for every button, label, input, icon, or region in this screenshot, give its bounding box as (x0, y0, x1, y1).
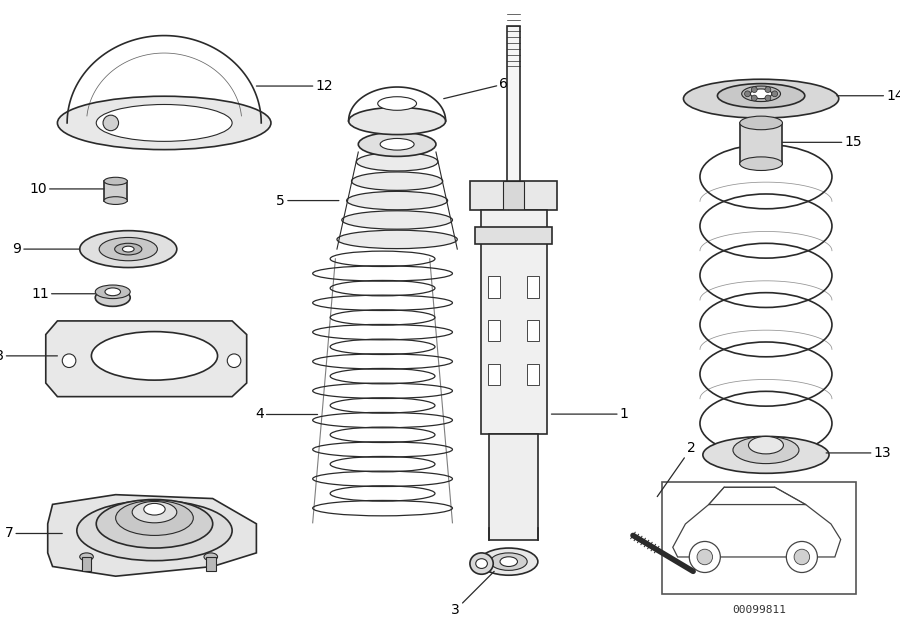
Bar (527, 364, 539, 385)
Ellipse shape (480, 548, 538, 575)
Ellipse shape (342, 211, 453, 229)
Ellipse shape (348, 108, 446, 134)
Ellipse shape (476, 559, 488, 568)
Circle shape (228, 354, 241, 368)
Ellipse shape (144, 503, 166, 515)
Circle shape (752, 95, 757, 101)
Circle shape (794, 549, 810, 565)
Text: 12: 12 (256, 79, 333, 93)
Bar (206, 557, 216, 571)
Text: 3: 3 (451, 571, 494, 617)
Text: 11: 11 (32, 287, 95, 301)
Ellipse shape (104, 177, 127, 185)
Bar (489, 320, 500, 341)
Ellipse shape (683, 79, 839, 118)
Ellipse shape (380, 138, 414, 150)
Circle shape (689, 541, 720, 573)
Ellipse shape (96, 104, 232, 141)
Ellipse shape (95, 289, 130, 306)
Text: 00099811: 00099811 (733, 605, 787, 615)
Bar (470, 181, 557, 210)
Ellipse shape (80, 553, 94, 561)
Polygon shape (48, 495, 256, 576)
Text: 5: 5 (276, 194, 339, 208)
Ellipse shape (76, 501, 232, 561)
Circle shape (765, 95, 770, 101)
Bar (490, 434, 538, 540)
Text: 8: 8 (0, 349, 58, 363)
Ellipse shape (122, 246, 134, 252)
Ellipse shape (80, 231, 176, 268)
Text: 7: 7 (4, 527, 62, 540)
Bar (489, 276, 500, 297)
Ellipse shape (96, 499, 212, 548)
Ellipse shape (751, 89, 772, 99)
Bar (503, 181, 525, 210)
Ellipse shape (683, 564, 703, 578)
Text: 10: 10 (29, 182, 104, 196)
Ellipse shape (358, 132, 436, 157)
Ellipse shape (500, 557, 518, 566)
Text: 13: 13 (826, 446, 891, 460)
Bar (740, 123, 782, 164)
Ellipse shape (470, 553, 493, 574)
Bar (527, 320, 539, 341)
Bar (507, 26, 520, 210)
Text: 1: 1 (552, 407, 629, 421)
Circle shape (787, 541, 817, 573)
Ellipse shape (104, 197, 127, 204)
Text: 6: 6 (444, 77, 508, 99)
Ellipse shape (352, 172, 443, 190)
Bar (82, 557, 92, 571)
Ellipse shape (717, 83, 805, 108)
Text: 15: 15 (782, 135, 862, 149)
Bar (481, 210, 546, 434)
Ellipse shape (116, 501, 194, 536)
Ellipse shape (114, 243, 142, 255)
Text: 2: 2 (657, 441, 696, 497)
Circle shape (765, 87, 770, 92)
Ellipse shape (337, 230, 457, 248)
Ellipse shape (99, 238, 158, 261)
Ellipse shape (132, 501, 176, 523)
Ellipse shape (733, 436, 799, 464)
Ellipse shape (105, 288, 121, 296)
Text: 14: 14 (837, 89, 900, 103)
Circle shape (772, 91, 778, 97)
Ellipse shape (346, 191, 447, 210)
Polygon shape (46, 321, 247, 397)
Bar (527, 276, 539, 297)
Text: 4: 4 (255, 408, 318, 422)
Ellipse shape (356, 152, 438, 171)
Ellipse shape (491, 553, 527, 570)
Circle shape (752, 87, 757, 92)
Ellipse shape (95, 285, 130, 299)
Circle shape (62, 354, 76, 368)
Ellipse shape (92, 332, 218, 380)
Ellipse shape (749, 436, 783, 454)
Polygon shape (708, 487, 806, 505)
Circle shape (697, 549, 713, 565)
Bar (475, 227, 553, 244)
Ellipse shape (740, 157, 782, 171)
Ellipse shape (378, 97, 417, 110)
Ellipse shape (204, 553, 218, 561)
Ellipse shape (742, 86, 780, 101)
Bar (662, 482, 856, 594)
Circle shape (744, 91, 751, 97)
Ellipse shape (58, 96, 271, 150)
Bar (104, 181, 127, 201)
Text: 9: 9 (13, 242, 80, 256)
Ellipse shape (740, 116, 782, 130)
Bar (489, 364, 500, 385)
Ellipse shape (703, 436, 829, 473)
Polygon shape (673, 499, 841, 557)
Circle shape (103, 115, 119, 131)
